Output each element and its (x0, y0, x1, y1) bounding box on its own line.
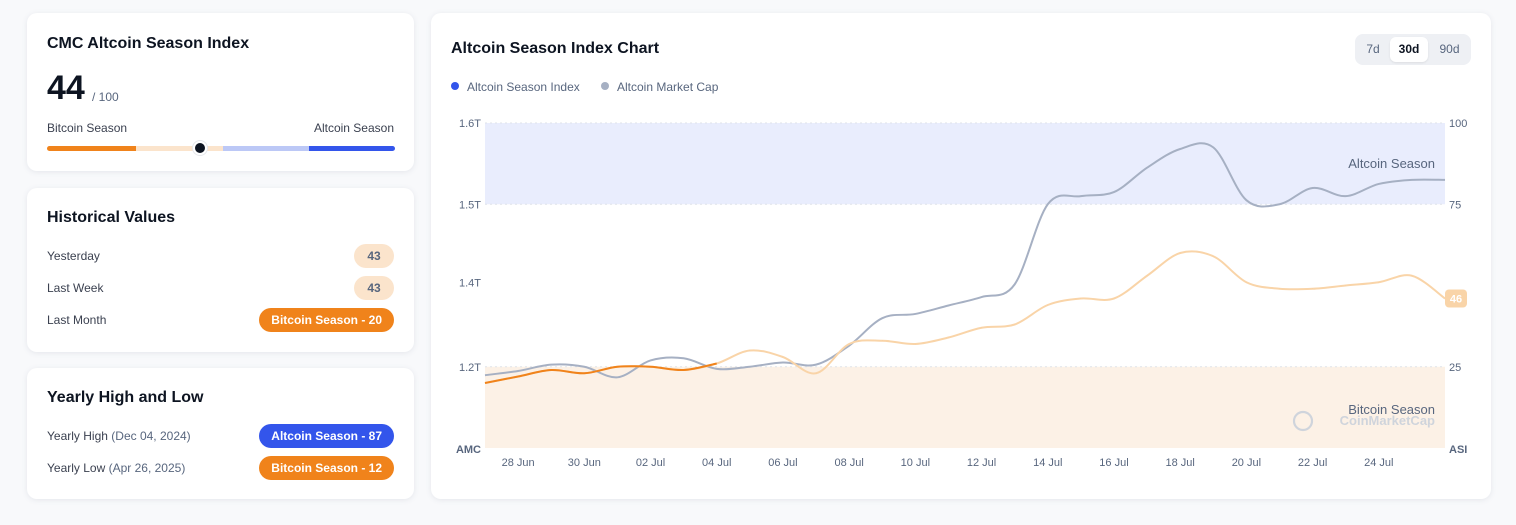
left-axis-tick: 1.5T (459, 199, 481, 211)
meter-segment-alt-strong (309, 146, 395, 151)
time-range-selector: 7d 30d 90d (1355, 34, 1471, 65)
historical-values-card: Historical Values Yesterday 43 Last Week… (27, 188, 414, 352)
last-month-value-badge: Bitcoin Season - 20 (259, 308, 394, 332)
altcoin-season-chart-card: Altcoin Season Index Chart 7d 30d 90d Al… (431, 13, 1491, 499)
range-90d-button[interactable]: 90d (1439, 42, 1460, 56)
yearly-low-row-label: Yearly Low (Apr 26, 2025) (47, 461, 185, 475)
right-axis-tick: 100 (1449, 118, 1467, 130)
legend-marketcap-label: Altcoin Market Cap (617, 80, 719, 94)
current-value-badge (1445, 289, 1467, 308)
yearly-low-label: Yearly Low (47, 461, 106, 475)
chart-plot: Altcoin Season Bitcoin SeasonCoinMarketCa… (456, 118, 1467, 469)
series-line-altcoin-market-cap (484, 142, 1446, 379)
legend-dot-index (451, 82, 459, 90)
yearly-high-low-card: Yearly High and Low Yearly High (Dec 04,… (27, 368, 414, 499)
meter-segment-btc-strong (47, 146, 136, 151)
x-axis-tick: 30 Jun (568, 457, 601, 469)
altcoin-index-card: CMC Altcoin Season Index 44 / 100 Bitcoi… (27, 13, 414, 171)
yesterday-label: Yesterday (47, 249, 100, 263)
zone-altcoin-season (485, 123, 1445, 205)
left-axis-tick: 1.2T (459, 362, 481, 374)
index-max: / 100 (92, 90, 119, 104)
meter-segment-btc-light (136, 146, 223, 151)
x-axis-tick: 22 Jul (1298, 457, 1327, 469)
left-axis-tick: 1.6T (459, 118, 481, 130)
last-week-label: Last Week (47, 281, 104, 295)
yesterday-value-badge: 43 (354, 244, 394, 268)
zone-label-bitcoin: Bitcoin Season (1348, 402, 1435, 417)
index-value: 44 (47, 69, 85, 107)
meter-segment-alt-light (223, 146, 309, 151)
legend-index-label: Altcoin Season Index (467, 80, 580, 94)
x-axis-tick: 16 Jul (1099, 457, 1128, 469)
x-axis-tick: 04 Jul (702, 457, 731, 469)
series-line-altcoin-season-index-faded (484, 250, 1446, 384)
yearly-high-date: (Dec 04, 2024) (111, 429, 191, 443)
meter-indicator (193, 141, 208, 155)
x-axis-tick: 28 Jun (502, 457, 535, 469)
x-axis-tick: 06 Jul (768, 457, 797, 469)
x-axis-tick: 18 Jul (1165, 457, 1194, 469)
yearly-high-badge: Altcoin Season - 87 (259, 424, 394, 448)
range-7d-button[interactable]: 7d (1366, 42, 1380, 56)
watermark-text: CoinMarketCap (1340, 413, 1435, 428)
x-axis-tick: 10 Jul (901, 457, 930, 469)
season-meter (47, 146, 395, 151)
zone-label-altcoin: Altcoin Season (1348, 156, 1435, 171)
bitcoin-season-scale-label: Bitcoin Season (47, 121, 128, 135)
last-month-label: Last Month (47, 313, 107, 327)
x-axis-tick: 08 Jul (834, 457, 863, 469)
altcoin-season-scale-label: Altcoin Season (313, 121, 394, 135)
yearly-low-date: (Apr 26, 2025) (108, 461, 186, 475)
x-axis-tick: 12 Jul (967, 457, 996, 469)
zone-bitcoin-season (485, 366, 1445, 448)
right-axis-label: ASI (1449, 444, 1467, 456)
last-week-value-badge: 43 (354, 276, 394, 300)
watermark-logo-icon (1292, 410, 1314, 432)
current-value-label: 46 (1450, 294, 1462, 306)
yearly-high-row-label: Yearly High (Dec 04, 2024) (47, 429, 191, 443)
legend-dot-marketcap (601, 82, 609, 90)
right-axis-tick: 25 (1449, 362, 1461, 374)
x-axis-tick: 20 Jul (1232, 457, 1261, 469)
legend-altcoin-market-cap[interactable]: Altcoin Market Cap (601, 80, 718, 94)
right-axis-tick: 75 (1449, 199, 1461, 211)
yearly-high-label: Yearly High (47, 429, 108, 443)
yearly-title: Yearly High and Low (47, 389, 204, 406)
x-axis-tick: 24 Jul (1364, 457, 1393, 469)
chart-title: Altcoin Season Index Chart (451, 40, 660, 57)
x-axis-tick: 02 Jul (636, 457, 665, 469)
series-line-altcoin-season-index (484, 362, 717, 384)
left-axis-label: AMC (456, 444, 481, 456)
range-30d-button[interactable]: 30d (1390, 37, 1428, 62)
legend-altcoin-season-index[interactable]: Altcoin Season Index (451, 80, 580, 94)
yearly-low-badge: Bitcoin Season - 12 (259, 456, 394, 480)
x-axis-tick: 14 Jul (1033, 457, 1062, 469)
historical-title: Historical Values (47, 209, 176, 226)
left-axis-tick: 1.4T (459, 277, 481, 289)
index-card-title: CMC Altcoin Season Index (47, 35, 250, 52)
